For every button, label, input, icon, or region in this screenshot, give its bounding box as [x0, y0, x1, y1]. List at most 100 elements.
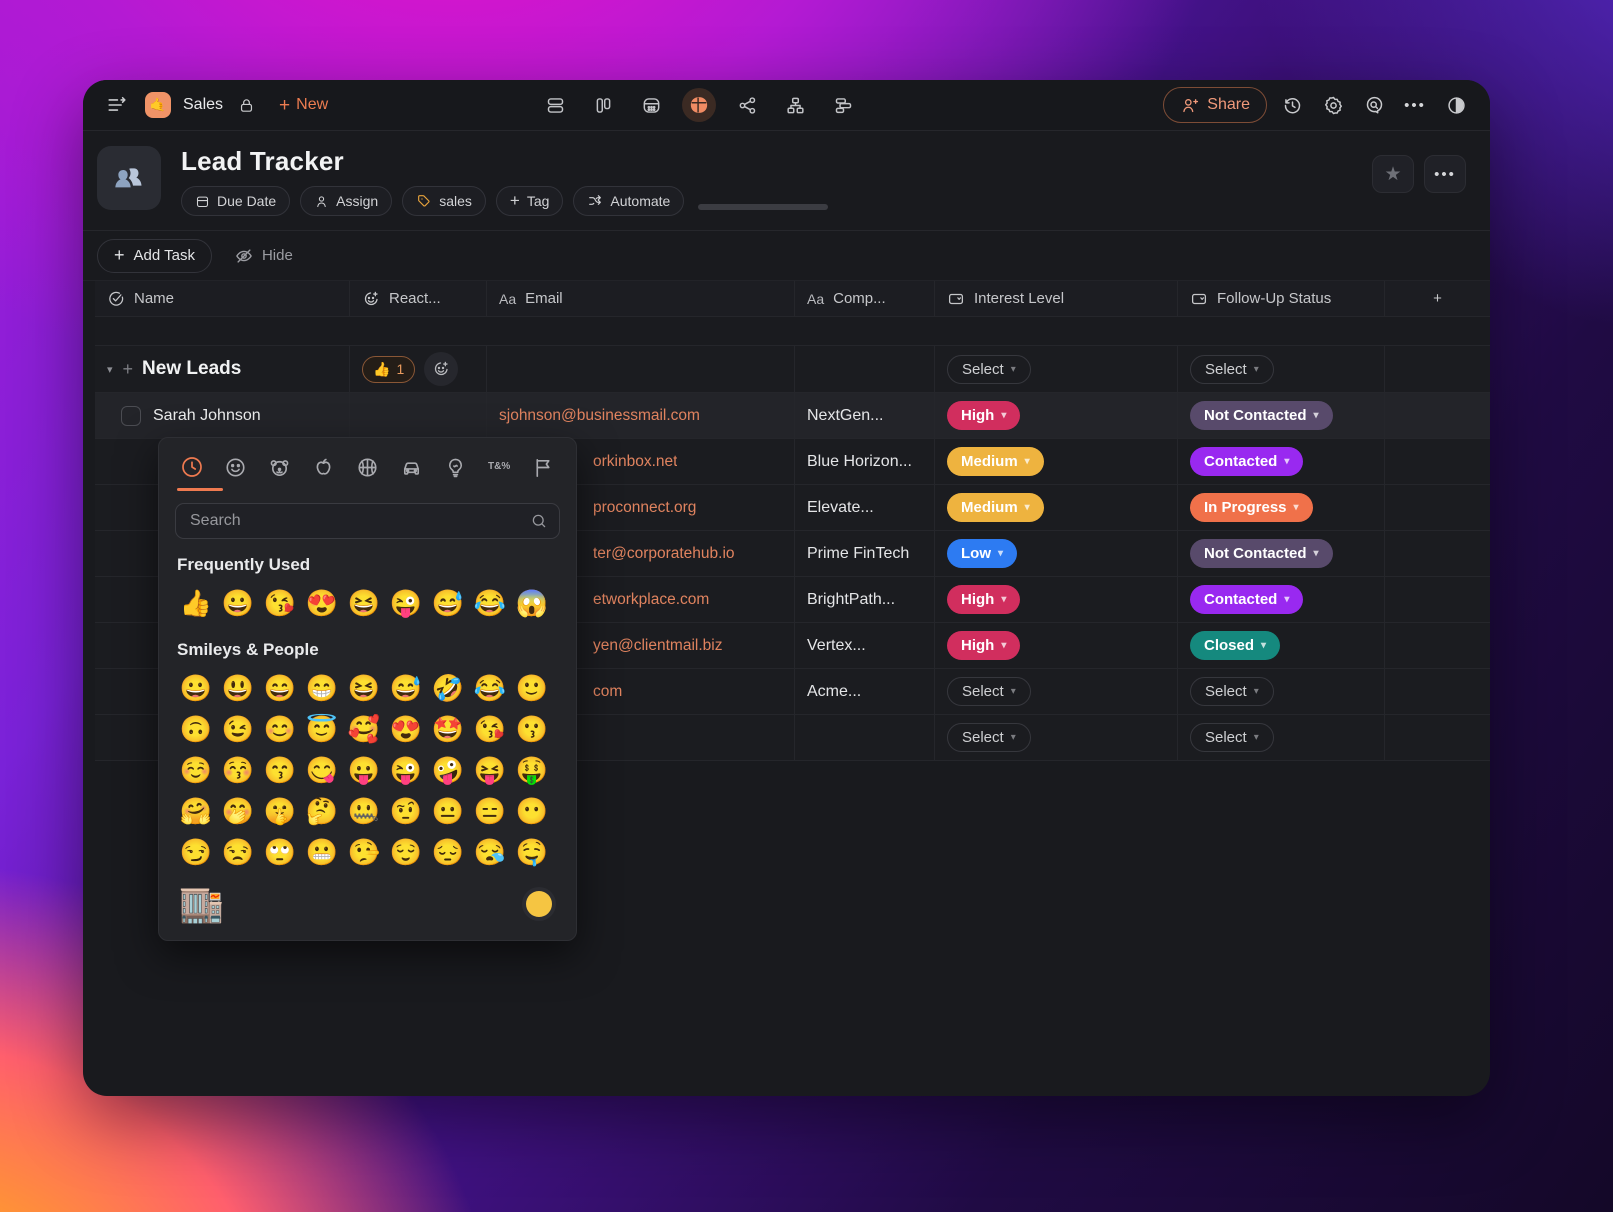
tab-activities[interactable] [353, 452, 383, 482]
page-icon[interactable] [97, 146, 161, 210]
status-pill[interactable]: Contacted [1190, 585, 1304, 614]
sidebar-toggle-button[interactable] [101, 89, 133, 121]
emoji-item[interactable]: 😬 [305, 837, 339, 867]
emoji-item[interactable]: 🙄 [263, 837, 297, 867]
lead-email[interactable]: com [593, 682, 623, 700]
emoji-item[interactable]: 😒 [221, 837, 255, 867]
group-collapse-caret[interactable]: ▾ [107, 363, 113, 376]
more-options-button[interactable]: ••• [1399, 89, 1431, 121]
emoji-item[interactable]: 😂 [473, 673, 507, 703]
emoji-item[interactable]: 😆 [347, 673, 381, 703]
emoji-item[interactable]: 😍 [305, 588, 339, 618]
status-select[interactable]: Select [1190, 723, 1274, 752]
column-header-name[interactable]: Name [95, 281, 350, 317]
assign-button[interactable]: Assign [300, 186, 393, 216]
interest-pill[interactable]: Medium [947, 493, 1044, 522]
tab-food[interactable] [309, 452, 339, 482]
status-pill[interactable]: Closed [1190, 631, 1281, 660]
column-header-status[interactable]: Follow-Up Status [1178, 281, 1385, 317]
emoji-item[interactable]: 🤤 [515, 837, 549, 867]
emoji-item[interactable]: 🤨 [389, 796, 423, 826]
emoji-item[interactable]: 😚 [221, 755, 255, 785]
emoji-item[interactable]: 😊 [263, 714, 297, 744]
status-pill[interactable]: Not Contacted [1190, 539, 1333, 568]
emoji-item[interactable]: 😜 [389, 588, 423, 618]
status-select[interactable]: Select [1190, 677, 1274, 706]
group-name[interactable]: New Leads [142, 358, 242, 379]
lead-email[interactable]: proconnect.org [593, 498, 697, 516]
tab-travel[interactable] [396, 452, 426, 482]
lead-email[interactable]: sjohnson@businessmail.com [499, 406, 700, 424]
emoji-item[interactable]: 🤭 [221, 796, 255, 826]
status-pill[interactable]: Not Contacted [1190, 401, 1333, 430]
emoji-item[interactable]: 🤔 [305, 796, 339, 826]
emoji-item[interactable]: 🤪 [431, 755, 465, 785]
new-button[interactable]: + New [279, 94, 329, 116]
emoji-item[interactable]: 😀 [179, 673, 213, 703]
emoji-item[interactable]: 🥰 [347, 714, 381, 744]
emoji-item[interactable]: 😪 [473, 837, 507, 867]
column-header-reactions[interactable]: React... [350, 281, 487, 317]
add-reaction-button[interactable] [424, 352, 459, 386]
interest-pill[interactable]: High [947, 631, 1021, 660]
emoji-item[interactable]: 😇 [305, 714, 339, 744]
due-date-button[interactable]: Due Date [181, 186, 291, 216]
tab-objects[interactable] [440, 452, 470, 482]
emoji-item[interactable]: 😉 [221, 714, 255, 744]
emoji-item[interactable]: 🤗 [179, 796, 213, 826]
history-button[interactable] [1276, 89, 1308, 121]
emoji-item[interactable]: 🤩 [431, 714, 465, 744]
view-calendar-button[interactable] [634, 88, 668, 122]
page-more-button[interactable]: ••• [1424, 155, 1466, 193]
tab-animals[interactable] [265, 452, 295, 482]
emoji-item[interactable]: 🤣 [431, 673, 465, 703]
interest-pill[interactable]: High [947, 401, 1021, 430]
emoji-item[interactable]: 😏 [179, 837, 213, 867]
group-add-icon[interactable]: + [122, 358, 134, 379]
reaction-badge[interactable]: 👍 1 [362, 355, 416, 383]
emoji-search-input[interactable] [175, 503, 560, 539]
emoji-item[interactable]: 😶 [515, 796, 549, 826]
emoji-item[interactable]: 😘 [263, 588, 297, 618]
lead-email[interactable]: etworkplace.com [593, 590, 710, 608]
emoji-item[interactable]: 😁 [305, 673, 339, 703]
settings-button[interactable] [1317, 89, 1349, 121]
interest-pill[interactable]: High [947, 585, 1021, 614]
add-tag-button[interactable]: + Tag [495, 186, 564, 216]
add-column-button[interactable]: + [1385, 281, 1490, 317]
emoji-item[interactable]: 😃 [221, 673, 255, 703]
emoji-item[interactable]: 😙 [263, 755, 297, 785]
tab-smileys[interactable] [221, 452, 251, 482]
tab-recent[interactable] [177, 452, 207, 482]
share-button[interactable]: Share [1163, 87, 1267, 123]
interest-select[interactable]: Select [947, 723, 1031, 752]
status-pill[interactable]: In Progress [1190, 493, 1313, 522]
emoji-item[interactable]: 🙂 [515, 673, 549, 703]
share-network-button[interactable] [730, 88, 764, 122]
sales-tag-chip[interactable]: sales [402, 186, 486, 216]
emoji-item[interactable]: 🤑 [515, 755, 549, 785]
emoji-item[interactable]: 😝 [473, 755, 507, 785]
interest-select[interactable]: Select [947, 354, 1031, 384]
sitemap-view-button[interactable] [778, 88, 812, 122]
emoji-item[interactable]: 😐 [431, 796, 465, 826]
emoji-item[interactable]: 😆 [347, 588, 381, 618]
emoji-item[interactable]: 😱 [515, 588, 549, 618]
view-list-button[interactable] [538, 88, 572, 122]
column-header-interest[interactable]: Interest Level [935, 281, 1178, 317]
emoji-item[interactable]: 😜 [389, 755, 423, 785]
emoji-item[interactable]: 😘 [473, 714, 507, 744]
add-task-button[interactable]: + Add Task [97, 238, 212, 273]
lead-email[interactable]: orkinbox.net [593, 452, 678, 470]
favorite-button[interactable]: ★ [1372, 155, 1414, 193]
row-checkbox[interactable] [121, 405, 141, 426]
lead-email[interactable]: ter@corporatehub.io [593, 544, 735, 562]
emoji-item[interactable]: 😅 [389, 673, 423, 703]
emoji-item[interactable]: ☺️ [179, 755, 213, 785]
skin-tone-selector[interactable] [522, 887, 556, 921]
emoji-item[interactable]: 🤫 [263, 796, 297, 826]
chat-search-button[interactable] [1358, 89, 1390, 121]
emoji-item[interactable]: 😍 [389, 714, 423, 744]
view-table-button-active[interactable] [682, 88, 717, 122]
timeline-view-button[interactable] [826, 88, 860, 122]
